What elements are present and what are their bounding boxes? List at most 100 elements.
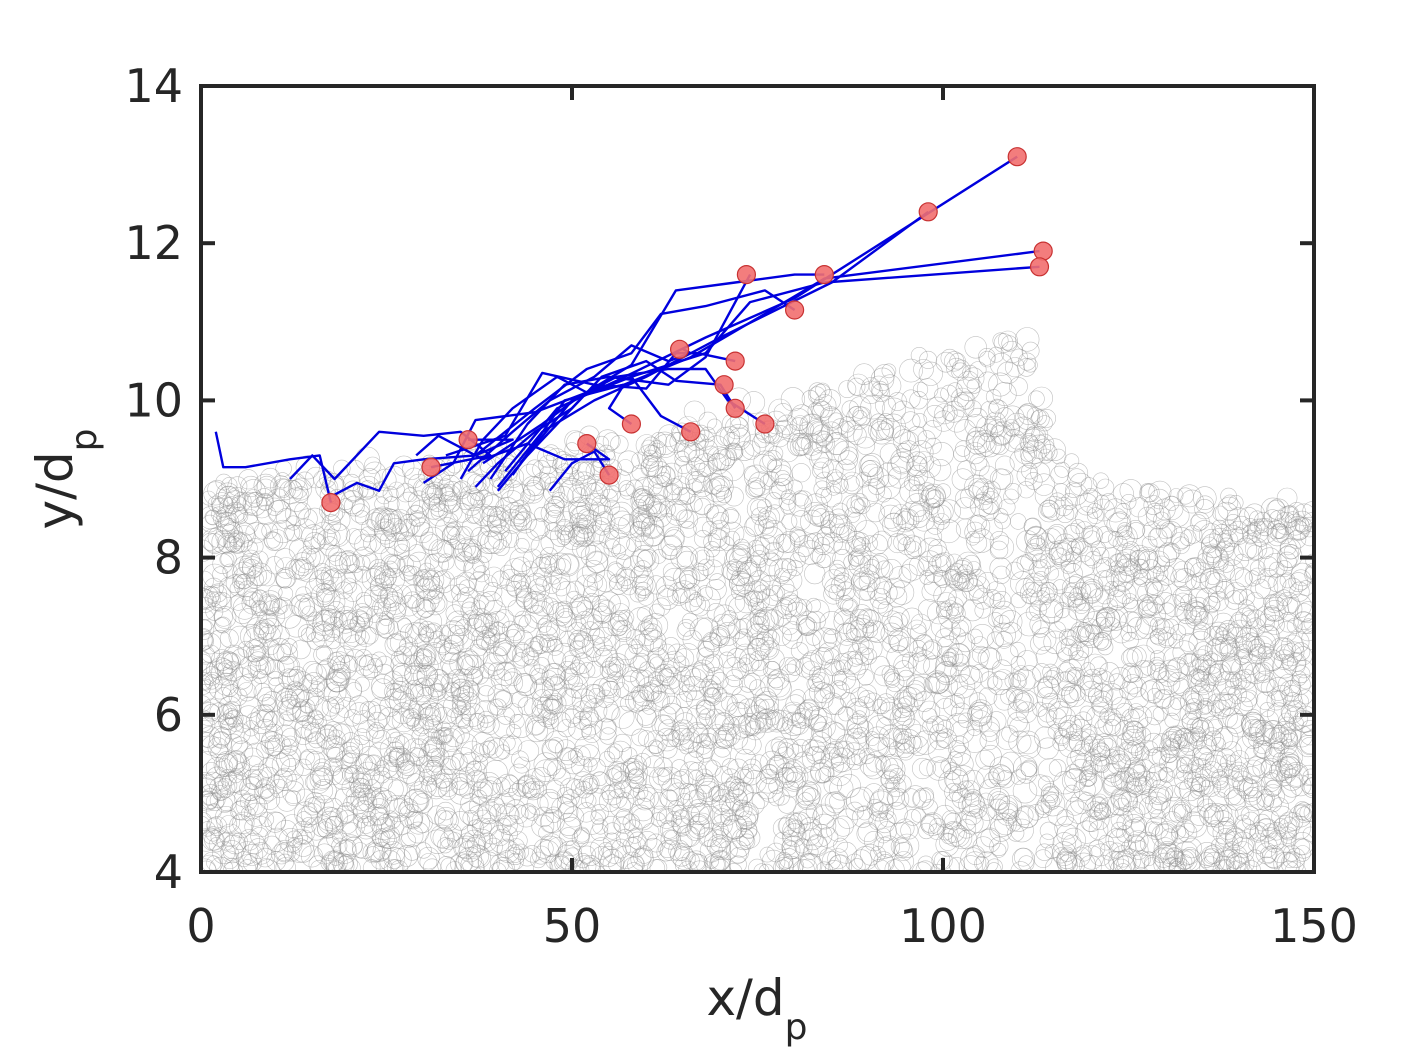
bed-particle: [266, 488, 291, 513]
bed-particle: [874, 665, 895, 687]
bed-particle: [1103, 498, 1128, 523]
bed-particle: [343, 495, 365, 517]
bed-particle: [201, 633, 214, 650]
bed-particle: [749, 590, 770, 611]
bed-particle: [1005, 815, 1022, 832]
bed-particle: [654, 714, 676, 737]
bed-particle: [967, 648, 989, 670]
bed-particle: [1282, 577, 1303, 599]
bed-particle: [1038, 775, 1054, 792]
bed-particle: [1123, 597, 1139, 613]
bed-particle: [809, 422, 829, 441]
bed-particle: [780, 499, 796, 515]
bed-particle: [495, 744, 511, 760]
bed-particle: [240, 747, 264, 772]
bed-particle: [689, 490, 715, 515]
bed-particle: [316, 728, 337, 749]
bed-particle: [1288, 572, 1309, 593]
bed-particle: [1259, 606, 1284, 631]
bed-particle: [957, 712, 974, 728]
bed-particle: [1268, 509, 1290, 531]
bed-particle: [832, 815, 854, 837]
bed-particle: [921, 641, 941, 660]
bed-particle: [789, 526, 806, 543]
bed-particle: [1174, 727, 1195, 748]
bed-particle: [686, 689, 706, 710]
bed-particle: [302, 672, 325, 695]
bed-particle: [437, 837, 454, 854]
bed-particle: [928, 539, 947, 558]
bed-particle: [240, 475, 262, 498]
bed-particle: [718, 723, 741, 747]
bed-particle: [599, 727, 617, 745]
bed-particle: [1092, 733, 1117, 758]
bed-particle: [1117, 524, 1133, 540]
bed-particle: [615, 829, 635, 848]
bed-particle: [1012, 668, 1036, 692]
bed-particle: [1055, 638, 1079, 661]
bed-particle: [762, 450, 783, 471]
bed-particle: [1246, 521, 1262, 537]
bed-particle: [285, 524, 303, 542]
bed-particle: [661, 676, 680, 695]
bed-particle: [1253, 735, 1272, 754]
bed-particle: [1214, 501, 1239, 526]
bed-particle: [586, 520, 611, 544]
bed-particle: [1181, 837, 1202, 859]
bed-particle: [1215, 671, 1240, 696]
bed-particle: [792, 545, 810, 563]
bed-particle: [824, 432, 848, 456]
bed-particle: [1083, 755, 1103, 775]
bed-particle: [493, 661, 518, 686]
bed-particle: [877, 601, 893, 617]
bed-particle: [374, 468, 397, 492]
bed-particle: [477, 780, 501, 804]
bed-particle: [207, 479, 227, 500]
bed-particle: [1026, 434, 1051, 459]
bed-particle: [829, 559, 846, 576]
bed-particle: [1041, 502, 1056, 518]
bed-particle: [1110, 858, 1132, 872]
bed-particle: [522, 778, 545, 801]
bed-particle: [1056, 809, 1074, 827]
bed-particle: [1168, 857, 1191, 872]
bed-particle: [612, 810, 636, 834]
bed-particle: [452, 592, 476, 616]
bed-particle: [945, 409, 969, 433]
bed-particle: [720, 798, 745, 822]
bed-particle: [1149, 650, 1166, 666]
bed-particle: [777, 737, 800, 760]
bed-particle: [597, 600, 615, 617]
bed-particle: [958, 855, 983, 872]
bed-particle: [939, 833, 957, 852]
bed-particle: [413, 775, 437, 799]
bed-particle: [775, 419, 793, 438]
bed-particle: [607, 788, 628, 809]
bed-particle: [1078, 770, 1096, 788]
bed-particle: [477, 851, 500, 872]
bed-particle: [628, 639, 644, 654]
bed-particle: [1126, 771, 1147, 792]
bed-particle: [999, 751, 1022, 774]
bed-particle: [1115, 525, 1138, 549]
bed-particle: [331, 768, 354, 790]
bed-particle: [256, 475, 277, 496]
bed-particle: [1254, 520, 1278, 544]
bed-particle: [895, 818, 915, 838]
bed-particle: [1096, 737, 1118, 759]
bed-particle: [396, 751, 421, 776]
bed-particle: [221, 651, 239, 670]
bed-particle: [758, 777, 784, 803]
bed-particle: [1235, 735, 1259, 759]
bed-particle: [1168, 725, 1187, 744]
bed-particle: [258, 617, 283, 642]
bed-particle: [375, 655, 394, 675]
bed-particle: [408, 544, 426, 562]
bed-particle: [1186, 717, 1204, 734]
bed-particle: [709, 475, 731, 497]
bed-particle: [341, 777, 362, 798]
bed-particle: [791, 463, 811, 483]
bed-particle: [636, 513, 652, 530]
bed-particle: [838, 623, 858, 642]
bed-particle: [366, 605, 384, 623]
